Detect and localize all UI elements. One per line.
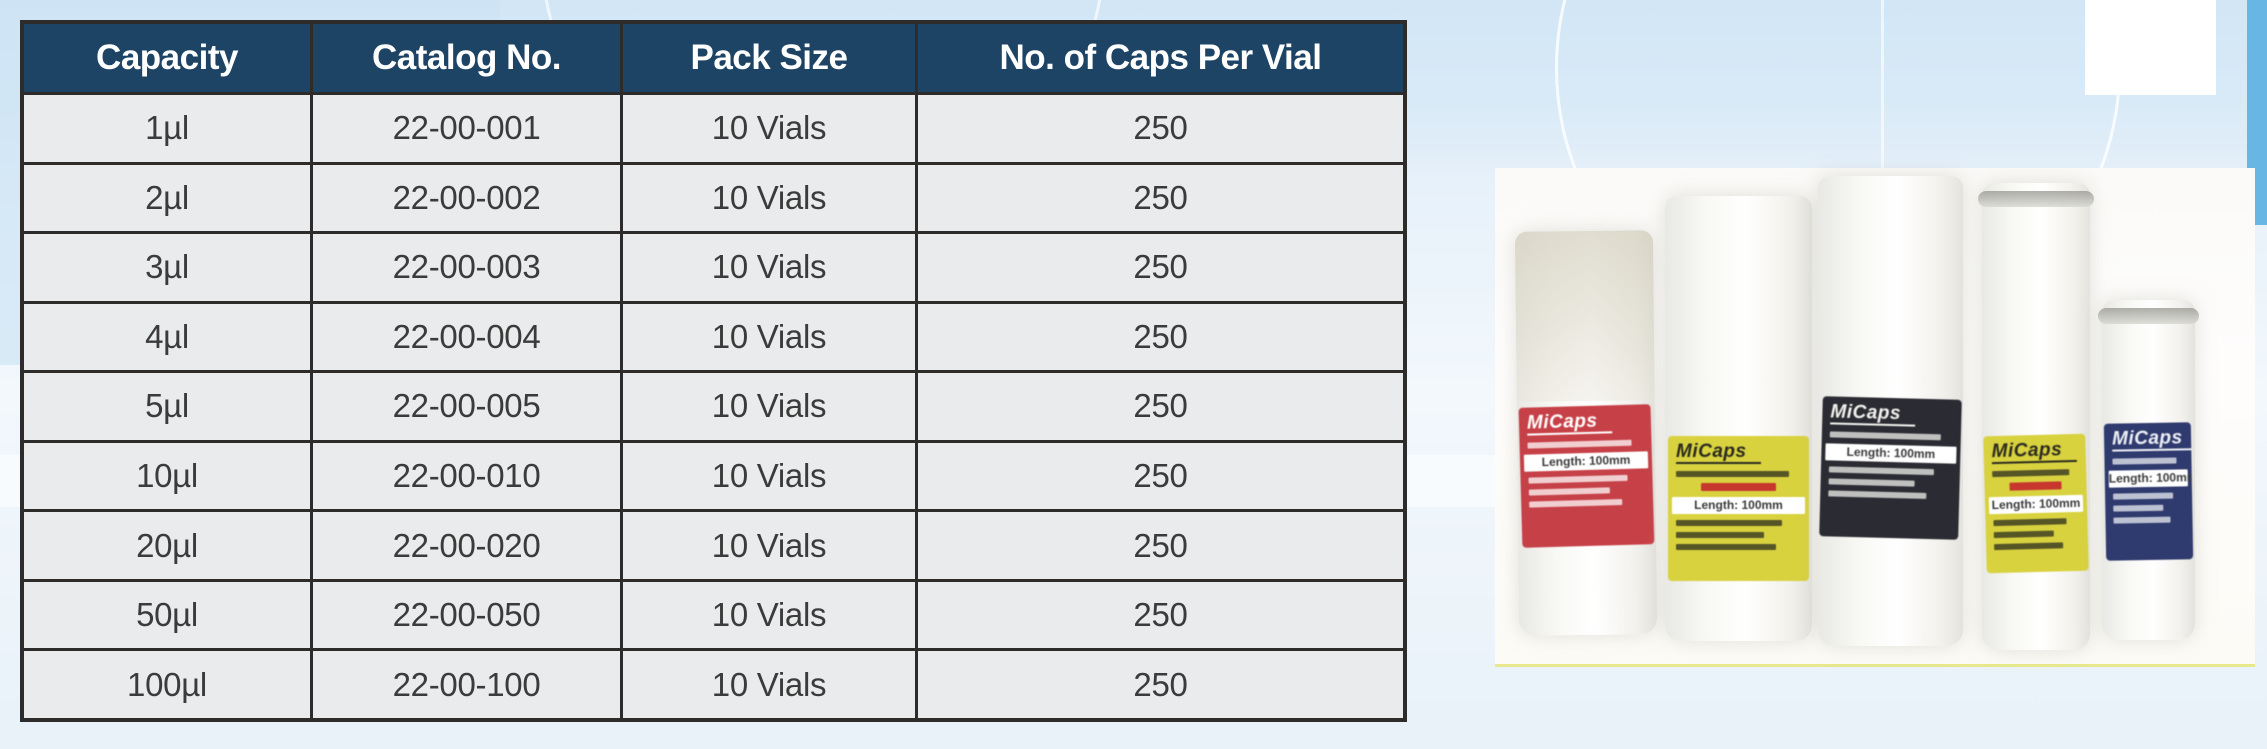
table-cell-capacity: 10µl — [24, 442, 310, 510]
label-text-line — [1829, 431, 1941, 441]
brand-logo: MiCaps — [1830, 401, 1916, 427]
table-cell-pack_size: 10 Vials — [623, 581, 915, 649]
label-text-line — [1676, 520, 1783, 526]
vial-cap-rim — [2098, 308, 2199, 324]
table-cell-catalog_no: 22-00-003 — [313, 234, 620, 301]
table-cell-pack_size: 10 Vials — [623, 95, 915, 162]
table-cell-capacity: 1µl — [24, 95, 310, 162]
label-text-line — [1676, 471, 1789, 477]
decorative-line — [1881, 0, 1884, 172]
table-cell-capacity: 5µl — [24, 373, 310, 440]
label-text-line — [2113, 504, 2164, 512]
label-length-band: Length: 100mm — [1825, 443, 1957, 464]
vial-label: MiCaps Length: 100mm — [2103, 422, 2194, 561]
table-cell-pack_size: 10 Vials — [623, 303, 915, 371]
table-cell-pack_size: 10 Vials — [623, 164, 915, 232]
decorative-white-box — [2085, 0, 2216, 95]
table-cell-pack_size: 10 Vials — [623, 442, 915, 510]
table-cell-caps_per_vial: 250 — [918, 581, 1403, 649]
table-cell-capacity: 4µl — [24, 303, 310, 371]
label-text-line — [1676, 544, 1776, 550]
vial-red-label-vial: MiCaps Length: 100mm — [1514, 230, 1658, 636]
label-text-line — [2113, 492, 2174, 500]
vial-label: MiCaps Length: 100mm — [1819, 396, 1962, 540]
table-cell-caps_per_vial: 250 — [918, 95, 1403, 162]
label-length-band: Length: 100mm — [1672, 497, 1805, 514]
column-header-capacity: Capacity — [24, 24, 310, 92]
vial-black-label-vial: MiCaps Length: 100mm — [1818, 176, 1963, 646]
label-text-line — [1994, 542, 2063, 551]
table-cell-pack_size: 10 Vials — [623, 373, 915, 440]
table-cell-caps_per_vial: 250 — [918, 512, 1403, 579]
label-text-line — [1828, 478, 1915, 487]
table-cell-catalog_no: 22-00-001 — [313, 95, 620, 162]
column-header-catalog_no: Catalog No. — [313, 24, 620, 92]
table-cell-caps_per_vial: 250 — [918, 442, 1403, 510]
label-text-line — [2113, 516, 2171, 524]
vial-cap-rim — [1978, 191, 2094, 207]
table-cell-capacity: 20µl — [24, 512, 310, 579]
vial-label: MiCaps Length: 100mm — [1983, 433, 2089, 574]
column-header-caps_per_vial: No. of Caps Per Vial — [918, 24, 1403, 92]
label-accent-line — [1701, 483, 1776, 491]
brand-logo: MiCaps — [1991, 439, 2077, 465]
label-text-line — [1528, 487, 1611, 496]
table-cell-catalog_no: 22-00-002 — [313, 164, 620, 232]
vial-yellow-label-vial: MiCaps Length: 100mm — [1665, 196, 1812, 641]
label-text-line — [1676, 532, 1764, 538]
label-text-line — [1992, 469, 2070, 478]
table-cell-pack_size: 10 Vials — [623, 512, 915, 579]
label-text-line — [1828, 466, 1934, 476]
catalog-table: Capacity Catalog No. Pack Size No. of Caps … — [20, 20, 1407, 722]
vial-frosted-cap — [1514, 230, 1655, 402]
vial-label: MiCaps Length: 100mm — [1668, 436, 1809, 581]
table-cell-caps_per_vial: 250 — [918, 303, 1403, 371]
label-text-line — [1528, 474, 1628, 484]
table-cell-caps_per_vial: 250 — [918, 234, 1403, 301]
table-cell-catalog_no: 22-00-010 — [313, 442, 620, 510]
vial-label: MiCaps Length: 100mm — [1518, 404, 1655, 548]
table-cell-capacity: 100µl — [24, 651, 310, 718]
vial-yellow-label-vial: MiCaps Length: 100mm — [1978, 183, 2094, 650]
table-cell-capacity: 50µl — [24, 581, 310, 649]
table-cell-catalog_no: 22-00-020 — [313, 512, 620, 579]
table-cell-capacity: 3µl — [24, 234, 310, 301]
label-text-line — [1828, 490, 1927, 499]
table-cell-pack_size: 10 Vials — [623, 651, 915, 718]
label-length-band: Length: 100mm — [2108, 469, 2194, 488]
table-cell-caps_per_vial: 250 — [918, 651, 1403, 718]
brand-logo: MiCaps — [2112, 427, 2194, 452]
product-photo: MiCaps Length: 100mm MiCaps Length: 100mm Mi… — [1495, 168, 2255, 667]
table-cell-pack_size: 10 Vials — [623, 234, 915, 301]
label-text-line — [1527, 439, 1633, 449]
column-header-pack_size: Pack Size — [623, 24, 915, 92]
table-cell-caps_per_vial: 250 — [918, 164, 1403, 232]
vial-navy-label-vial: MiCaps Length: 100mm — [2098, 300, 2199, 640]
table-cell-catalog_no: 22-00-050 — [313, 581, 620, 649]
table-cell-caps_per_vial: 250 — [918, 373, 1403, 440]
label-text-line — [1993, 518, 2067, 527]
label-accent-line — [2009, 481, 2062, 491]
label-text-line — [1993, 530, 2055, 539]
label-text-line — [1529, 499, 1623, 508]
brand-logo: MiCaps — [1676, 442, 1761, 464]
table-cell-capacity: 2µl — [24, 164, 310, 232]
table-cell-catalog_no: 22-00-004 — [313, 303, 620, 371]
table-cell-catalog_no: 22-00-100 — [313, 651, 620, 718]
label-text-line — [2112, 457, 2177, 465]
table-cell-catalog_no: 22-00-005 — [313, 373, 620, 440]
label-length-band: Length: 100mm — [1523, 451, 1649, 472]
brand-logo: MiCaps — [1527, 411, 1612, 436]
label-length-band: Length: 100mm — [1988, 494, 2084, 515]
